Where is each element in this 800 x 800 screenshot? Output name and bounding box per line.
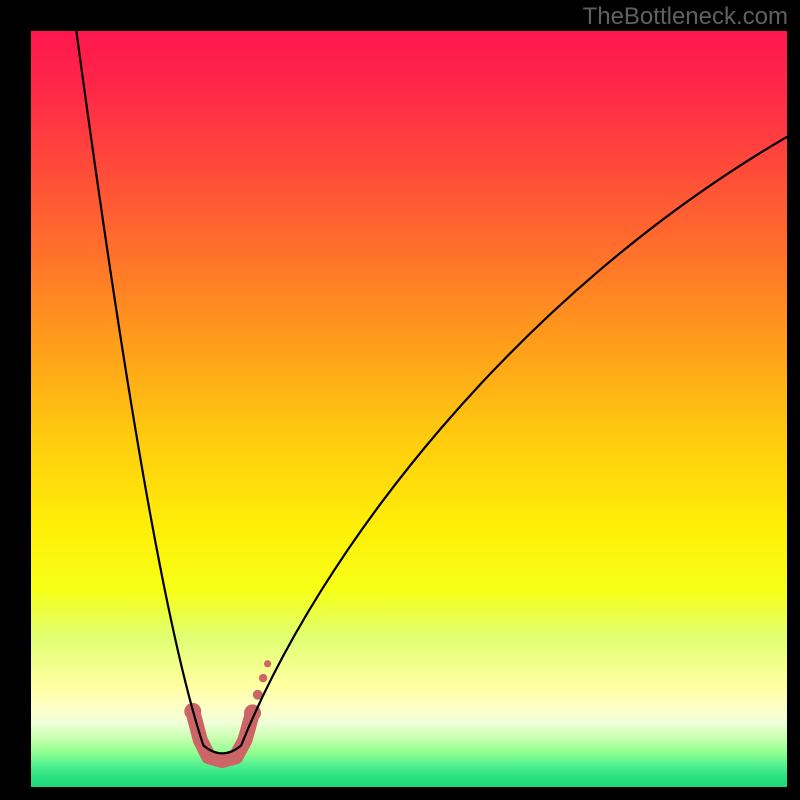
bottleneck-curve-chart xyxy=(31,31,787,787)
gradient-background xyxy=(31,31,787,787)
watermark-source: TheBottleneck.com xyxy=(583,3,788,31)
highlight-endpoint xyxy=(264,660,271,667)
highlight-endpoint xyxy=(259,674,267,682)
chart-container: TheBottleneck.com xyxy=(0,0,800,800)
